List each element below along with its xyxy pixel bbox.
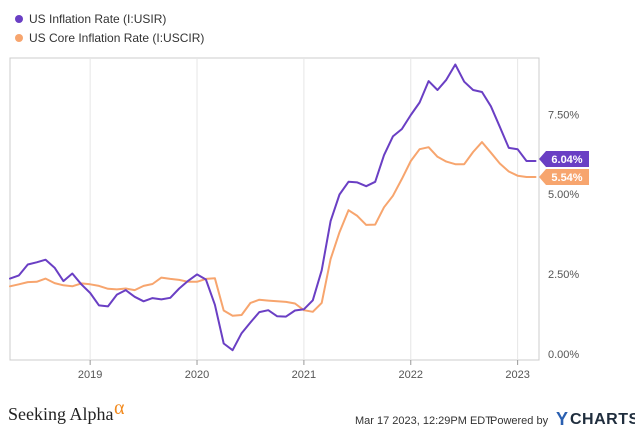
badge-value: 5.54% [551, 172, 582, 184]
ycharts-logo-mark[interactable]: Y [556, 409, 568, 429]
y-tick-label: 2.50% [548, 269, 579, 281]
y-tick-label: 7.50% [548, 109, 579, 121]
y-axis: 0.00% 2.50% 5.00% 7.50% [548, 109, 579, 361]
last-value-badge-us-inflation-rate: 6.04% [539, 150, 589, 167]
legend-swatch-us-inflation-rate [15, 15, 23, 23]
chart-footer: Seeking Alpha α Mar 17 2023, 12:29PM EDT… [8, 397, 635, 429]
y-tick-label: 0.00% [548, 349, 579, 361]
chart-legend: US Inflation Rate (I:USIR) US Core Infla… [15, 12, 204, 45]
x-axis: 2019 2020 2021 2022 2023 [78, 360, 530, 381]
last-value-badges: 6.04% 5.54% [539, 150, 589, 185]
badge-value: 6.04% [551, 154, 582, 166]
plot-area [9, 57, 540, 361]
timestamp-text: Mar 17 2023, 12:29PM EDT. [355, 415, 494, 427]
legend-label-us-inflation-rate: US Inflation Rate (I:USIR) [29, 12, 166, 26]
series-line-us-inflation-rate[interactable] [9, 63, 537, 352]
seeking-alpha-logo[interactable]: Seeking Alpha [8, 404, 114, 424]
series-layer [9, 63, 537, 352]
badge-shape [539, 168, 589, 185]
x-tick-label: 2023 [505, 369, 529, 381]
ycharts-logo[interactable]: CHARTS [570, 411, 635, 428]
legend-label-us-core-inflation-rate: US Core Inflation Rate (I:USCIR) [29, 31, 204, 45]
powered-by-text: Powered by [490, 415, 549, 427]
badge-shape [539, 150, 589, 167]
grid-lines [89, 58, 519, 360]
legend-swatch-us-core-inflation-rate [15, 34, 23, 42]
last-value-badge-us-core-inflation-rate: 5.54% [539, 168, 589, 185]
y-tick-label: 5.00% [548, 189, 579, 201]
legend-item-us-inflation-rate[interactable]: US Inflation Rate (I:USIR) [15, 12, 166, 26]
alpha-logo-icon: α [114, 397, 125, 419]
legend-item-us-core-inflation-rate[interactable]: US Core Inflation Rate (I:USCIR) [15, 31, 204, 45]
series-line-us-core-inflation-rate[interactable] [9, 141, 537, 317]
x-tick-label: 2019 [78, 369, 102, 381]
x-tick-label: 2021 [292, 369, 316, 381]
x-tick-label: 2020 [185, 369, 209, 381]
x-tick-label: 2022 [399, 369, 423, 381]
